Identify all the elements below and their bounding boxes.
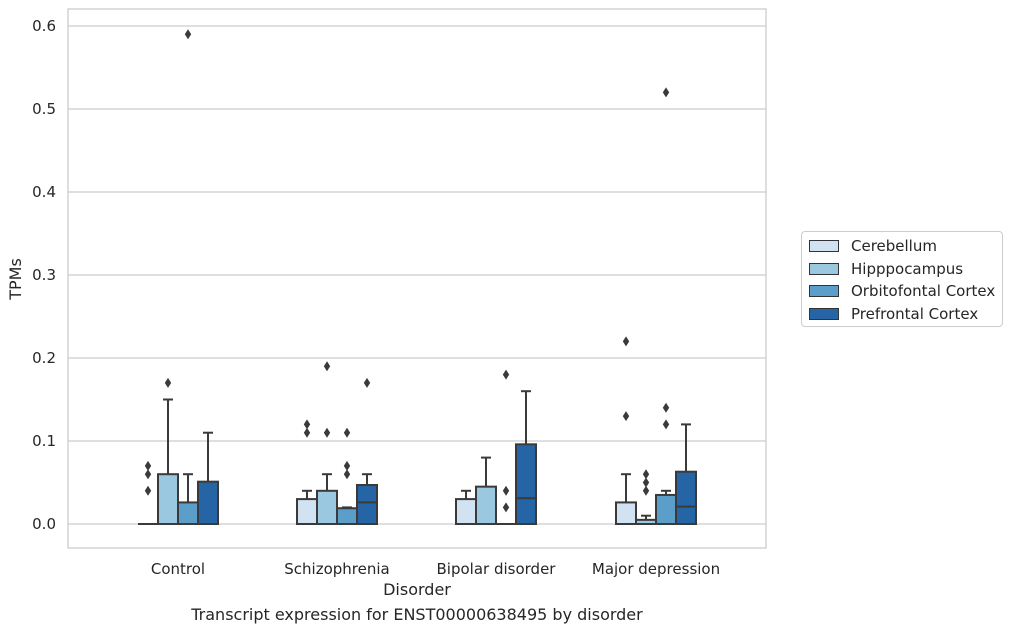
- box: [157, 473, 179, 526]
- plot-area: [68, 9, 766, 548]
- y-axis-label: TPMs: [6, 258, 25, 301]
- box-orbitofontal-cortex: [655, 87, 677, 526]
- y-tick-label: 0.6: [32, 17, 56, 35]
- outlier-point: [502, 502, 510, 513]
- box: [177, 501, 199, 526]
- x-axis-ticks: Control Schizophrenia Bipolar disorder Majo…: [151, 560, 720, 578]
- box-prefrontal-cortex: [515, 390, 537, 526]
- y-tick-label: 0.0: [32, 515, 56, 533]
- outlier-point: [303, 419, 311, 430]
- outlier-point: [502, 369, 510, 380]
- outlier-point: [343, 427, 351, 438]
- outlier-point: [323, 427, 331, 438]
- outlier-point: [502, 485, 510, 496]
- x-tick-label: Control: [151, 560, 205, 578]
- box-prefrontal-cortex: [356, 377, 378, 525]
- legend-item: Hipppocampus: [809, 260, 963, 278]
- outlier-point: [662, 419, 670, 430]
- legend-item: Cerebellum: [809, 237, 937, 255]
- box-hipppocampus: [316, 361, 338, 525]
- box: [475, 485, 497, 525]
- box-prefrontal-cortex: [197, 431, 219, 526]
- outlier-point: [144, 460, 152, 471]
- box: [675, 470, 697, 525]
- legend-swatch: [809, 240, 839, 252]
- outlier-point: [343, 460, 351, 471]
- x-tick-label: Bipolar disorder: [437, 560, 557, 578]
- plot-frame: [67, 8, 767, 549]
- outlier-point: [642, 469, 650, 480]
- box: [336, 507, 358, 526]
- box-cerebellum: [615, 336, 637, 526]
- y-tick-label: 0.3: [32, 266, 56, 284]
- legend-label: Cerebellum: [851, 237, 937, 255]
- box-hipppocampus: [157, 377, 179, 526]
- box-cerebellum: [455, 489, 477, 526]
- box-prefrontal-cortex: [675, 423, 697, 525]
- y-axis-ticks: 0.0 0.1 0.2 0.3 0.4 0.5 0.6: [32, 17, 56, 533]
- legend: Cerebellum Hipppocampus Orbitofontal Cor…: [801, 231, 1003, 327]
- box: [655, 493, 677, 526]
- legend-swatch: [809, 263, 839, 275]
- outlier-point: [662, 402, 670, 413]
- outlier-point: [662, 87, 670, 98]
- x-axis-label: Disorder: [383, 580, 451, 599]
- outlier-point: [144, 469, 152, 480]
- outlier-point: [144, 485, 152, 496]
- outlier-point: [184, 29, 192, 40]
- legend-item: Orbitofontal Cortex: [809, 282, 995, 300]
- x-tick-label: Major depression: [592, 560, 720, 578]
- outlier-point: [164, 377, 172, 388]
- legend-label: Orbitofontal Cortex: [851, 282, 996, 300]
- legend-item: Prefrontal Cortex: [809, 305, 978, 323]
- legend-swatch: [809, 285, 839, 297]
- box: [296, 498, 318, 526]
- y-tick-label: 0.2: [32, 349, 56, 367]
- y-tick-label: 0.4: [32, 183, 56, 201]
- legend-swatch: [809, 308, 839, 320]
- outlier-point: [363, 377, 371, 388]
- box-cerebellum: [138, 460, 158, 525]
- outlier-point: [343, 469, 351, 480]
- y-tick-label: 0.1: [32, 432, 56, 450]
- outlier-point: [642, 485, 650, 496]
- box: [197, 480, 219, 526]
- legend-label: Prefrontal Cortex: [851, 305, 979, 323]
- outlier-point: [622, 411, 630, 422]
- y-tick-label: 0.5: [32, 100, 56, 118]
- outlier-point: [303, 427, 311, 438]
- box: [615, 501, 637, 526]
- box: [515, 443, 537, 526]
- outlier-point: [622, 336, 630, 347]
- legend-label: Hipppocampus: [851, 260, 964, 278]
- outlier-point: [642, 477, 650, 488]
- box: [356, 483, 378, 525]
- boxes: [138, 29, 697, 526]
- box-cerebellum: [296, 419, 318, 526]
- box: [455, 498, 477, 526]
- chart-title: Transcript expression for ENST0000063849…: [191, 605, 643, 624]
- box: [316, 489, 338, 525]
- x-tick-label: Schizophrenia: [284, 560, 389, 578]
- box-orbitofontal-cortex: [496, 369, 516, 525]
- outlier-point: [323, 361, 331, 372]
- box-hipppocampus: [475, 456, 497, 525]
